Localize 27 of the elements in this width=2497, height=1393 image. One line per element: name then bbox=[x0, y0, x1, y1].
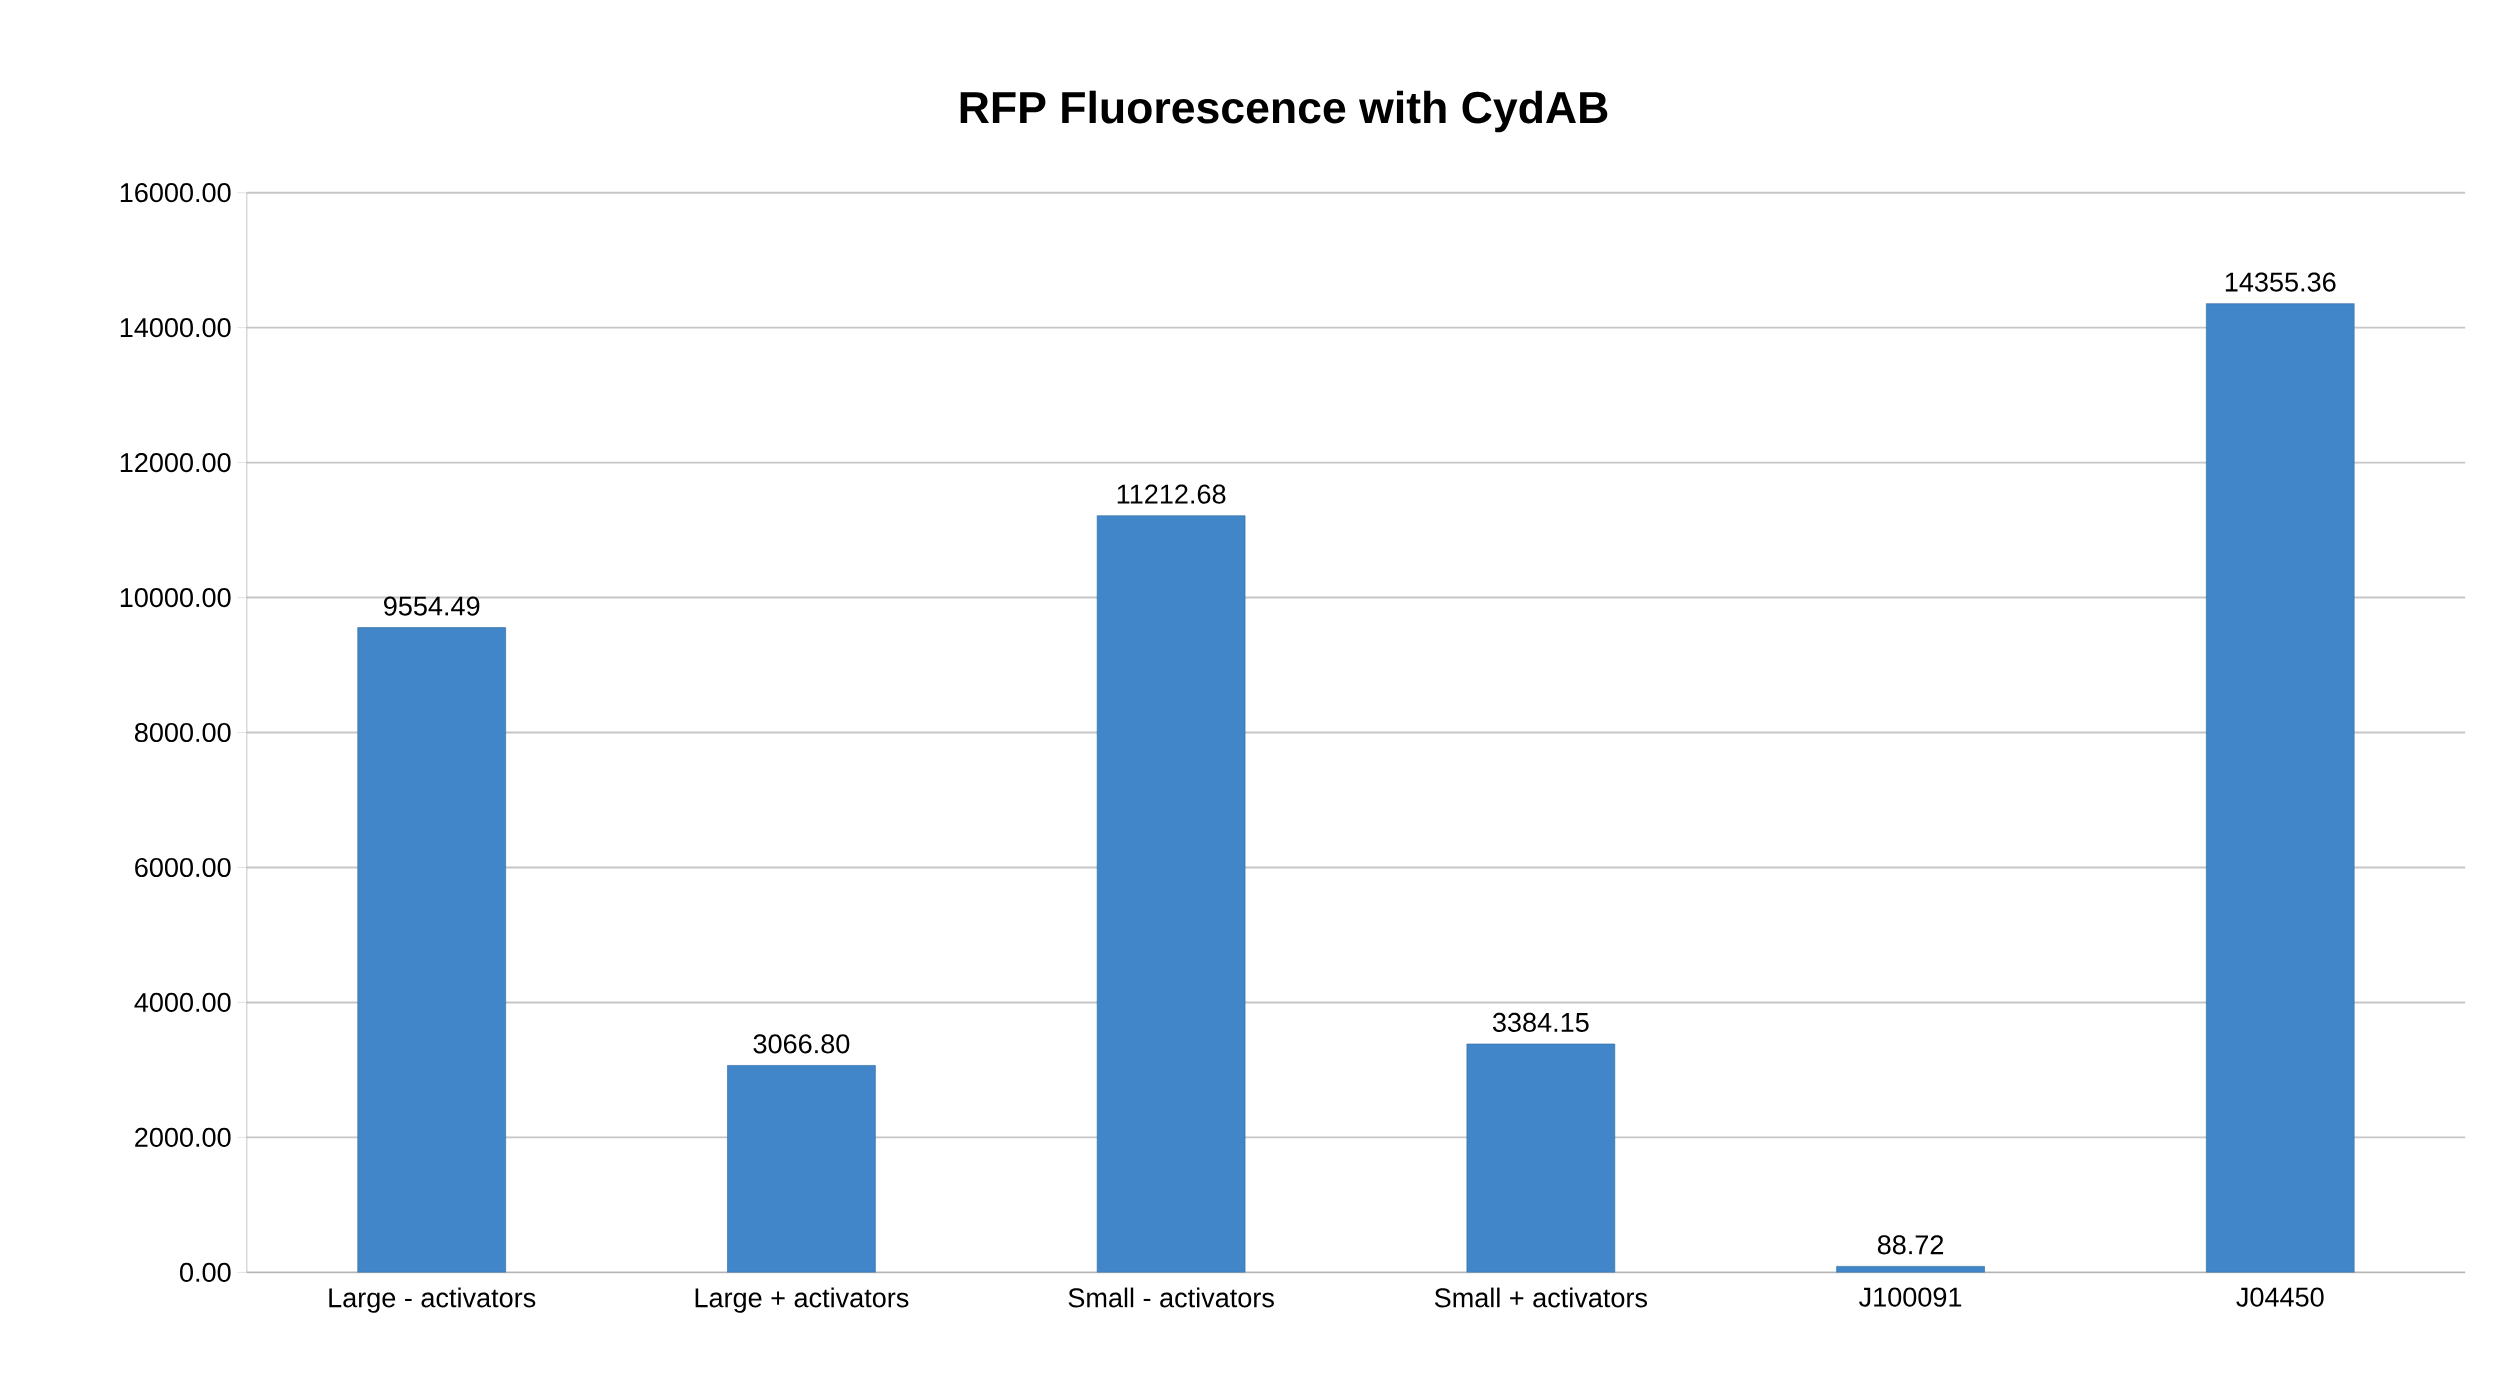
y-tick-label: 2000.00 bbox=[135, 1127, 231, 1147]
x-tick-label: Small - activators bbox=[1068, 1287, 1274, 1308]
y-tick-label: 10000.00 bbox=[120, 587, 231, 607]
y-tick-label: 16000.00 bbox=[120, 182, 231, 203]
data-label: 9554.49 bbox=[384, 596, 480, 616]
data-label: 14355.36 bbox=[2225, 272, 2336, 292]
x-tick-label: J04450 bbox=[2236, 1287, 2324, 1307]
bar bbox=[1096, 515, 1246, 1273]
x-tick-label: Large + activators bbox=[695, 1287, 909, 1313]
y-tick-label: 8000.00 bbox=[134, 722, 231, 742]
bar bbox=[727, 1064, 876, 1273]
bar bbox=[357, 627, 506, 1273]
data-label: 3066.80 bbox=[753, 1034, 850, 1054]
x-tick-label: Large - activators bbox=[329, 1287, 536, 1313]
y-tick-label: 14000.00 bbox=[120, 317, 231, 338]
y-tick-label: 12000.00 bbox=[120, 452, 231, 472]
bar bbox=[2206, 303, 2355, 1273]
y-tick-label: 6000.00 bbox=[135, 857, 231, 877]
x-tick-label: J100091 bbox=[1859, 1287, 1962, 1307]
y-tick-label: 4000.00 bbox=[134, 992, 231, 1012]
data-label: 11212.68 bbox=[1117, 484, 1226, 504]
data-label: 88.72 bbox=[1877, 1235, 1944, 1255]
chart-title: RFP Fluorescence with CydAB bbox=[960, 90, 1608, 133]
bar bbox=[1466, 1043, 1616, 1273]
y-tick-label: 0.00 bbox=[180, 1262, 231, 1282]
data-label: 3384.15 bbox=[1492, 1012, 1589, 1032]
x-tick-label: Small + activators bbox=[1434, 1287, 1648, 1308]
